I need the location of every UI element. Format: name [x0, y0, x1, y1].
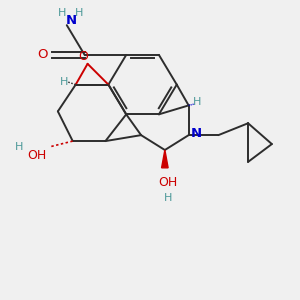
Text: H: H [74, 8, 83, 18]
Polygon shape [162, 150, 168, 168]
Text: N: N [66, 14, 77, 27]
Text: O: O [78, 50, 88, 63]
Text: O: O [38, 48, 48, 62]
Text: N: N [190, 127, 202, 140]
Text: OH: OH [27, 149, 47, 162]
Text: H: H [58, 8, 67, 18]
Text: OH: OH [158, 176, 178, 189]
Text: H: H [60, 76, 68, 87]
Text: H: H [164, 193, 172, 202]
Text: H: H [194, 98, 202, 107]
Text: H: H [15, 142, 23, 152]
